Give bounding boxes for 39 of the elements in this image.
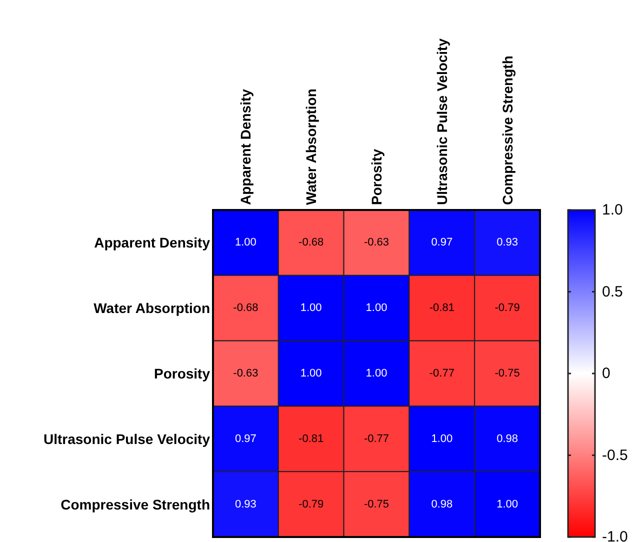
data-label: 1.00	[496, 498, 518, 510]
color-bar-label: 1.0	[602, 202, 623, 218]
x-tick-label: Porosity	[368, 148, 384, 205]
data-label: 0.98	[431, 498, 453, 510]
color-bar-label: 0	[602, 365, 610, 382]
data-label: -0.63	[233, 368, 258, 380]
data-label: -0.63	[364, 236, 390, 249]
y-tick-label: Water Absorption	[94, 300, 210, 316]
color-bar-label: 0.5	[602, 283, 623, 300]
data-label: 1.00	[366, 302, 388, 314]
data-label: 1.00	[234, 236, 256, 249]
x-tick-label: Water Absorption	[303, 88, 320, 205]
data-label: 0.97	[234, 432, 256, 445]
data-label: -0.75	[494, 368, 520, 380]
data-label: -0.77	[429, 368, 454, 380]
data-label: 1.00	[300, 368, 322, 380]
data-label: 0.93	[496, 236, 518, 249]
data-label: 1.00	[300, 302, 322, 314]
x-tick-label: Ultrasonic Pulse Velocity	[434, 38, 450, 205]
y-tick-label: Compressive Strength	[60, 496, 210, 512]
data-label: -0.77	[364, 432, 390, 445]
data-label: -0.81	[429, 302, 454, 314]
data-label: -0.68	[233, 302, 258, 314]
data-label: 1.00	[431, 432, 453, 445]
data-label: -0.75	[364, 498, 390, 510]
x-tick-label: Compressive Strength	[499, 56, 516, 205]
data-label: 1.00	[366, 368, 388, 380]
data-label: -0.79	[298, 498, 324, 510]
data-label: 0.97	[431, 236, 453, 249]
data-label: -0.79	[494, 302, 520, 314]
data-label: 0.93	[234, 498, 256, 510]
data-label: -0.68	[298, 236, 324, 249]
y-tick-label: Porosity	[154, 366, 210, 382]
color-bar-label: -1.0	[602, 528, 628, 542]
color-bar-label: -0.5	[602, 446, 628, 464]
y-tick-label: Apparent Density	[94, 234, 210, 251]
data-label: 0.98	[496, 432, 518, 445]
y-tick-label: Ultrasonic Pulse Velocity	[43, 430, 210, 447]
data-label: -0.81	[298, 432, 324, 445]
